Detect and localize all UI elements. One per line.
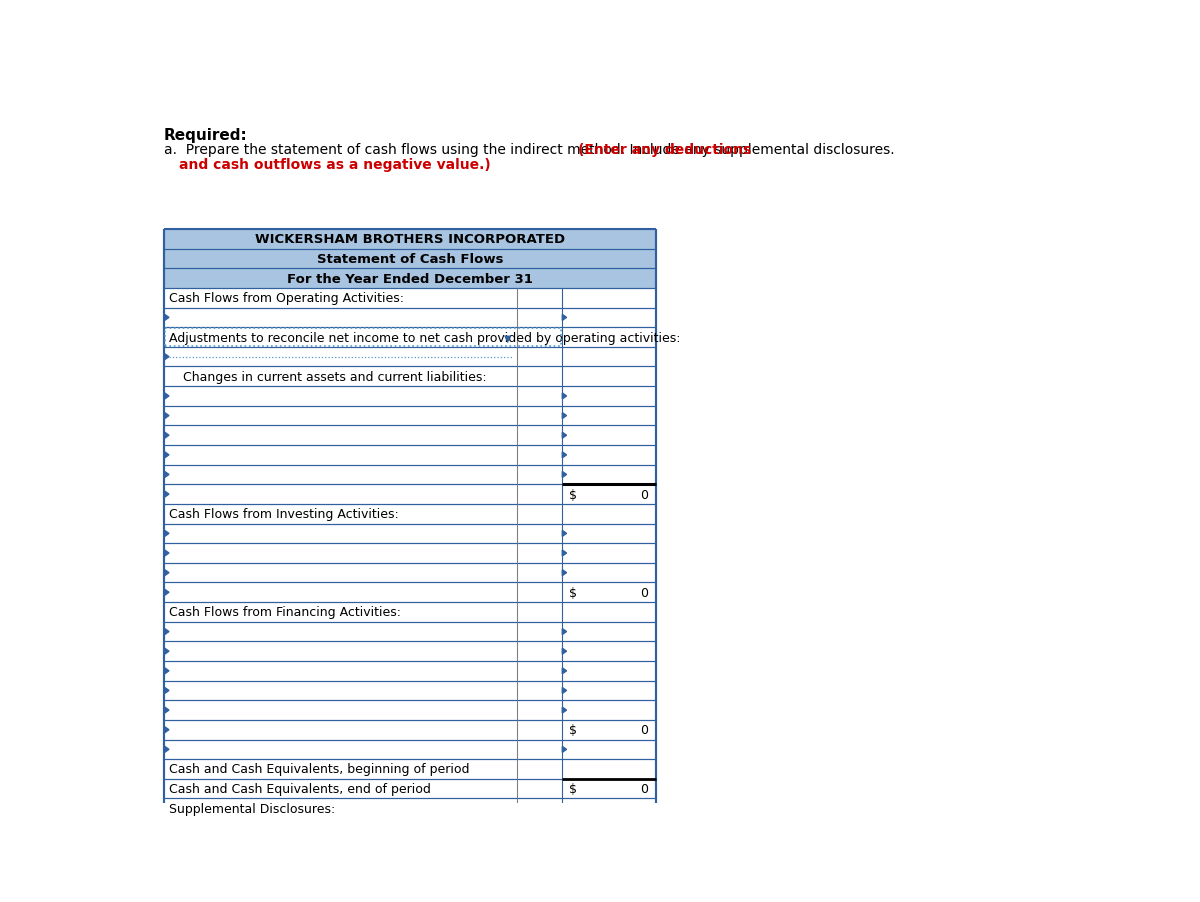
Polygon shape xyxy=(563,629,566,635)
Bar xyxy=(164,622,656,641)
Text: (Enter any deductions: (Enter any deductions xyxy=(578,143,751,157)
Text: For the Year Ended December 31: For the Year Ended December 31 xyxy=(287,272,533,285)
Polygon shape xyxy=(164,530,169,537)
Bar xyxy=(164,563,656,583)
Bar xyxy=(164,426,656,446)
Polygon shape xyxy=(563,570,566,576)
Polygon shape xyxy=(563,393,566,400)
Text: WICKERSHAM BROTHERS INCORPORATED: WICKERSHAM BROTHERS INCORPORATED xyxy=(254,233,565,246)
Polygon shape xyxy=(563,413,566,419)
Text: 0: 0 xyxy=(641,723,648,736)
Bar xyxy=(164,387,656,406)
Text: 0: 0 xyxy=(641,586,648,599)
Polygon shape xyxy=(563,825,566,831)
Text: Cash Flows from Financing Activities:: Cash Flows from Financing Activities: xyxy=(168,606,401,619)
Polygon shape xyxy=(164,393,169,400)
Polygon shape xyxy=(563,550,566,557)
Bar xyxy=(164,798,656,818)
Text: a.  Prepare the statement of cash flows using the indirect method. Include any s: a. Prepare the statement of cash flows u… xyxy=(164,143,899,157)
Text: Cash and Cash Equivalents, end of period: Cash and Cash Equivalents, end of period xyxy=(168,782,431,796)
Text: Supplemental Disclosures:: Supplemental Disclosures: xyxy=(168,802,335,815)
Text: $: $ xyxy=(569,586,577,599)
Text: Cash and Cash Equivalents, beginning of period: Cash and Cash Equivalents, beginning of … xyxy=(168,762,469,776)
Text: ▼: ▼ xyxy=(504,334,511,344)
Polygon shape xyxy=(164,354,169,360)
Bar xyxy=(164,759,656,779)
Bar xyxy=(164,524,656,544)
Bar xyxy=(164,484,656,504)
Text: Statement of Cash Flows: Statement of Cash Flows xyxy=(317,253,503,266)
Bar xyxy=(164,289,656,308)
Bar xyxy=(164,603,656,622)
Polygon shape xyxy=(164,747,169,752)
Bar xyxy=(164,504,656,524)
Polygon shape xyxy=(563,530,566,537)
Polygon shape xyxy=(164,629,169,635)
Bar xyxy=(164,641,656,661)
Polygon shape xyxy=(563,315,566,321)
Bar xyxy=(164,446,656,465)
Text: $: $ xyxy=(569,488,577,501)
Polygon shape xyxy=(164,727,169,732)
Bar xyxy=(164,701,656,720)
Text: $: $ xyxy=(569,782,577,796)
Text: $: $ xyxy=(569,723,577,736)
Polygon shape xyxy=(563,472,566,478)
Polygon shape xyxy=(563,649,566,655)
Bar xyxy=(164,681,656,701)
Bar xyxy=(164,720,656,740)
Bar xyxy=(164,818,656,838)
Polygon shape xyxy=(164,472,169,478)
Polygon shape xyxy=(164,707,169,713)
Polygon shape xyxy=(164,687,169,694)
Polygon shape xyxy=(164,668,169,674)
Bar xyxy=(164,583,656,603)
Polygon shape xyxy=(563,668,566,674)
Bar xyxy=(164,367,656,387)
Text: Cash Flows from Operating Activities:: Cash Flows from Operating Activities: xyxy=(168,292,403,305)
Bar xyxy=(164,406,656,426)
Bar xyxy=(164,327,656,347)
Text: Cash Flows from Investing Activities:: Cash Flows from Investing Activities: xyxy=(168,508,398,520)
Bar xyxy=(164,249,656,269)
Polygon shape xyxy=(164,413,169,419)
Text: and cash outflows as a negative value.): and cash outflows as a negative value.) xyxy=(180,158,491,172)
Bar xyxy=(164,269,656,289)
Text: Adjustments to reconcile net income to net cash provided by operating activities: Adjustments to reconcile net income to n… xyxy=(168,331,680,345)
Bar xyxy=(164,230,656,249)
Polygon shape xyxy=(563,747,566,752)
Polygon shape xyxy=(164,492,169,498)
Bar xyxy=(164,838,656,858)
Polygon shape xyxy=(164,590,169,595)
Polygon shape xyxy=(164,844,169,851)
Polygon shape xyxy=(164,550,169,557)
Bar xyxy=(164,308,656,327)
Bar xyxy=(164,465,656,484)
Polygon shape xyxy=(164,825,169,831)
Polygon shape xyxy=(164,570,169,576)
Bar xyxy=(164,347,656,367)
Polygon shape xyxy=(563,844,566,851)
Polygon shape xyxy=(164,649,169,655)
Polygon shape xyxy=(164,433,169,438)
Bar xyxy=(164,544,656,563)
Polygon shape xyxy=(563,453,566,458)
Polygon shape xyxy=(563,707,566,713)
Bar xyxy=(164,661,656,681)
Text: Required:: Required: xyxy=(164,127,247,143)
Polygon shape xyxy=(164,315,169,321)
Polygon shape xyxy=(563,433,566,438)
Polygon shape xyxy=(164,453,169,458)
Text: Changes in current assets and current liabilities:: Changes in current assets and current li… xyxy=(184,371,487,383)
Text: 0: 0 xyxy=(641,782,648,796)
Bar xyxy=(164,779,656,798)
Bar xyxy=(164,740,656,759)
Polygon shape xyxy=(563,687,566,694)
Text: 0: 0 xyxy=(641,488,648,501)
